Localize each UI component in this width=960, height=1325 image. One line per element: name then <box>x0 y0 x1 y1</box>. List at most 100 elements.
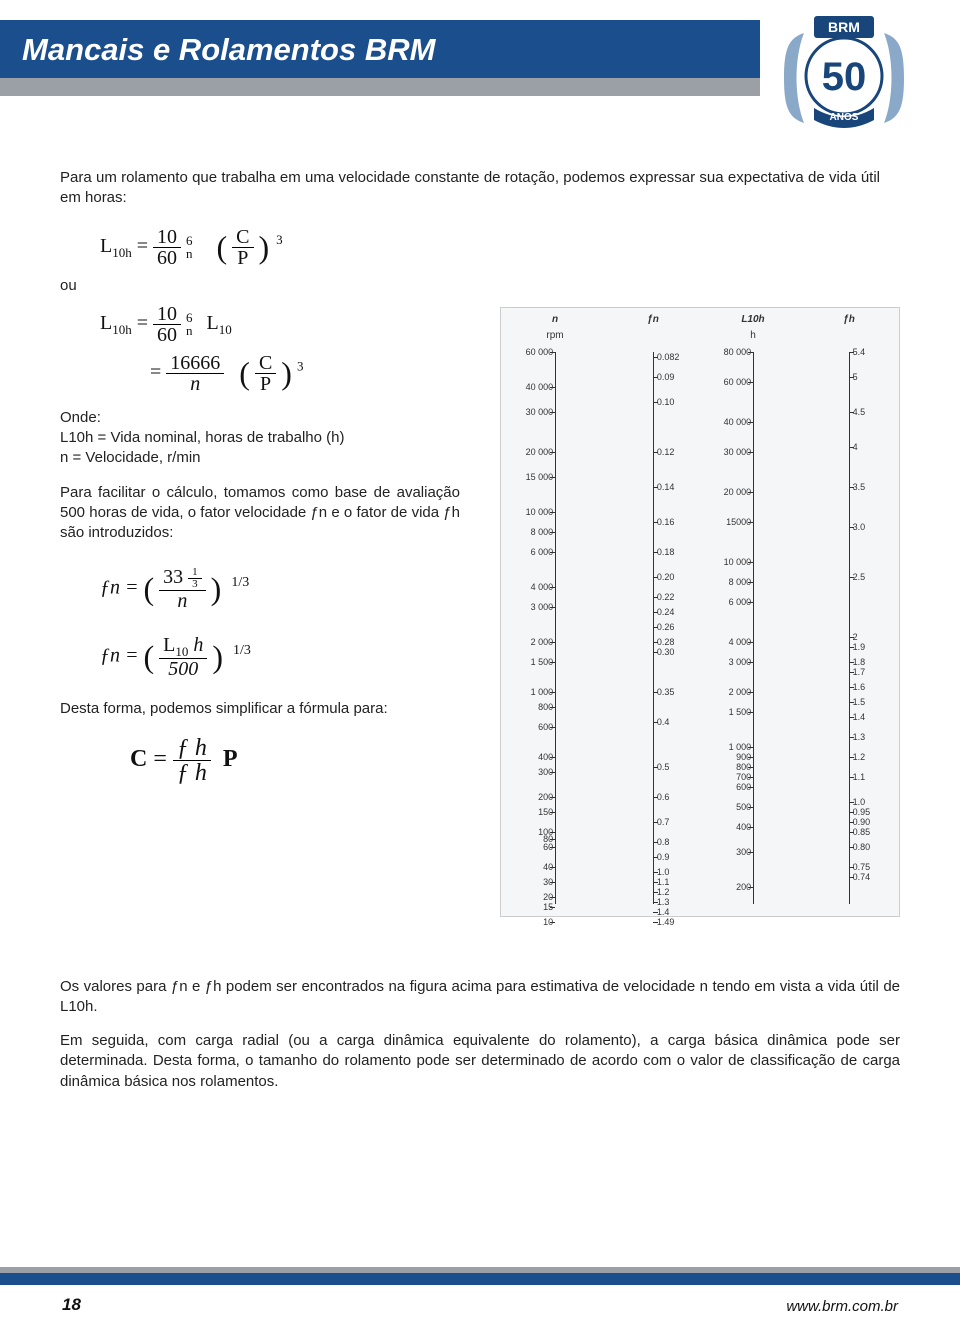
footer-blue-bar <box>0 1273 960 1285</box>
nomogram-value: 1.0 <box>657 867 670 877</box>
site-url: www.brm.com.br <box>786 1298 898 1315</box>
nomogram-value: 0.85 <box>853 827 871 837</box>
nomogram-col-subheader: rpm <box>507 330 603 341</box>
nomogram-value: 0.4 <box>657 717 670 727</box>
nomogram-value: 0.10 <box>657 397 675 407</box>
nomogram-value: 200 <box>736 882 751 892</box>
paragraph-valores: Os valores para ƒn e ƒh podem ser encont… <box>60 977 900 1018</box>
page-header: Mancais e Rolamentos BRM BRM 50 ANOS <box>0 0 960 140</box>
nomogram-value: 1.4 <box>657 907 670 917</box>
nomogram-value: 700 <box>736 772 751 782</box>
nomogram-value: 0.9 <box>657 852 670 862</box>
para-facilitar-paragraph: Para facilitar o cálculo, tomamos como b… <box>60 483 460 544</box>
desta-forma-text: Desta forma, podemos simplificar a fórmu… <box>60 699 460 719</box>
nomogram-value: 0.14 <box>657 482 675 492</box>
nomogram-value: 0.74 <box>853 872 871 882</box>
nomogram-value: 1.9 <box>853 642 866 652</box>
nomogram-value: 6 000 <box>531 547 554 557</box>
nomogram-value: 200 <box>538 792 553 802</box>
logo-50-text: 50 <box>822 55 867 99</box>
nomogram-value: 1 000 <box>729 742 752 752</box>
nomogram-value: 0.35 <box>657 687 675 697</box>
nomogram-value: 0.30 <box>657 647 675 657</box>
nomogram-value: 0.80 <box>853 842 871 852</box>
nomogram-value: 800 <box>538 702 553 712</box>
nomogram-value: 30 000 <box>526 407 554 417</box>
nomogram-value: 1.8 <box>853 657 866 667</box>
nomogram-value: 0.20 <box>657 572 675 582</box>
nomogram-value: 150 <box>538 807 553 817</box>
nomogram-value: 1.3 <box>853 732 866 742</box>
nomogram-value: 300 <box>538 767 553 777</box>
nomogram-value: 2 <box>853 632 858 642</box>
nomogram-value: 0.18 <box>657 547 675 557</box>
nomogram-value: 0.6 <box>657 792 670 802</box>
nomogram-axis <box>555 352 556 904</box>
nomogram-value: 5.4 <box>853 347 866 357</box>
nomogram-value: 60 000 <box>724 377 752 387</box>
nomogram-value: 0.16 <box>657 517 675 527</box>
nomogram-value: 1.2 <box>853 752 866 762</box>
nomogram-value: 4 000 <box>729 637 752 647</box>
formula-l10h-2: L10h = 1060 6n L10 <box>100 304 460 345</box>
page-content: Para um rolamento que trabalha em uma ve… <box>60 168 900 1092</box>
nomogram-axis <box>753 352 754 904</box>
nomogram-value: 20 <box>543 892 553 902</box>
nomogram-value: 4.5 <box>853 407 866 417</box>
logo-brm-text: BRM <box>828 19 860 35</box>
nomogram-value: 1.3 <box>657 897 670 907</box>
paragraph-seguida: Em seguida, com carga radial (ou a carga… <box>60 1031 900 1092</box>
nomogram-col-header: ƒh <box>803 314 895 325</box>
nomogram-value: 1.6 <box>853 682 866 692</box>
nomogram-value: 1.0 <box>853 797 866 807</box>
nomogram-value: 900 <box>736 752 751 762</box>
nomogram-value: 1 500 <box>729 707 752 717</box>
intro-paragraph: Para um rolamento que trabalha em uma ve… <box>60 168 880 209</box>
nomogram-value: 30 000 <box>724 447 752 457</box>
nomogram-value: 0.95 <box>853 807 871 817</box>
nomogram-value: 8 000 <box>729 577 752 587</box>
nomogram-value: 40 000 <box>526 382 554 392</box>
nomogram-chart: nrpm60 00040 00030 00020 00015 00010 000… <box>500 307 900 917</box>
onde-line-2: n = Velocidade, r/min <box>60 448 460 468</box>
nomogram-value: 0.75 <box>853 862 871 872</box>
nomogram-value: 1.5 <box>853 697 866 707</box>
page-number: 18 <box>62 1295 81 1315</box>
nomogram-column-n: nrpm60 00040 00030 00020 00015 00010 000… <box>507 308 603 916</box>
nomogram-value: 400 <box>736 822 751 832</box>
ou-text: ou <box>60 276 460 296</box>
nomogram-value: 0.7 <box>657 817 670 827</box>
nomogram-value: 3.0 <box>853 522 866 532</box>
nomogram-value: 20 000 <box>724 487 752 497</box>
nomogram-value: 3.5 <box>853 482 866 492</box>
nomogram-value: 0.12 <box>657 447 675 457</box>
nomogram-value: 4 000 <box>531 582 554 592</box>
nomogram-value: 1.7 <box>853 667 866 677</box>
nomogram-value: 600 <box>538 722 553 732</box>
header-grey-bar <box>0 78 760 96</box>
nomogram-value: 15000 <box>726 517 751 527</box>
nomogram-value: 1.1 <box>853 772 866 782</box>
nomogram-column-l10h: L10hh80 00060 00040 00030 00020 00015000… <box>705 308 801 916</box>
nomogram-value: 20 000 <box>526 447 554 457</box>
nomogram-value: 15 000 <box>526 472 554 482</box>
nomogram-col-header: L10h <box>705 314 801 325</box>
nomogram-value: 1.4 <box>853 712 866 722</box>
nomogram-value: 1 000 <box>531 687 554 697</box>
nomogram-value: 2 000 <box>531 637 554 647</box>
formula-fn-1: ƒn = ( 33 13n ) 1/3 <box>100 567 460 611</box>
nomogram-value: 0.22 <box>657 592 675 602</box>
nomogram-value: 0.24 <box>657 607 675 617</box>
formula-l10h-1: L10h = 1060 6n ( CP ) 3 <box>100 227 460 268</box>
nomogram-value: 0.082 <box>657 352 680 362</box>
nomogram-value: 1.2 <box>657 887 670 897</box>
nomogram-value: 5 <box>853 372 858 382</box>
footer-bars <box>0 1267 960 1285</box>
onde-line-1: L10h = Vida nominal, horas de trabalho (… <box>60 428 460 448</box>
nomogram-value: 2.5 <box>853 572 866 582</box>
nomogram-value: 500 <box>736 802 751 812</box>
nomogram-value: 0.09 <box>657 372 675 382</box>
nomogram-value: 10 000 <box>526 507 554 517</box>
nomogram-value: 1.1 <box>657 877 670 887</box>
nomogram-value: 0.26 <box>657 622 675 632</box>
